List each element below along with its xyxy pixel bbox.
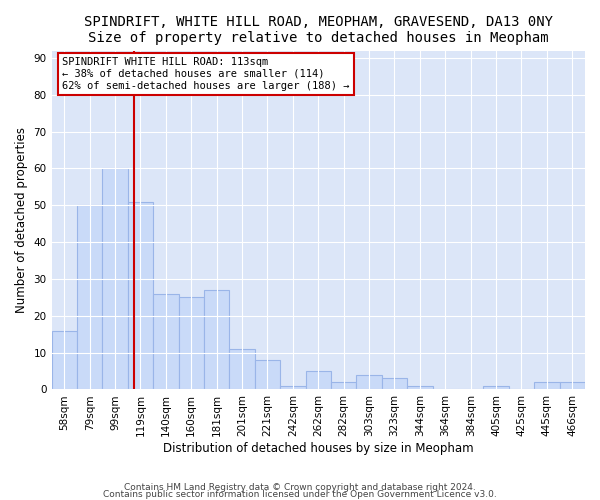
X-axis label: Distribution of detached houses by size in Meopham: Distribution of detached houses by size …	[163, 442, 473, 455]
Bar	[255, 360, 280, 390]
Title: SPINDRIFT, WHITE HILL ROAD, MEOPHAM, GRAVESEND, DA13 0NY
Size of property relati: SPINDRIFT, WHITE HILL ROAD, MEOPHAM, GRA…	[84, 15, 553, 45]
Bar	[77, 206, 103, 390]
Bar	[179, 298, 204, 390]
Bar	[382, 378, 407, 390]
Bar	[103, 168, 128, 390]
Bar	[128, 202, 153, 390]
Bar	[407, 386, 433, 390]
Bar	[153, 294, 179, 390]
Bar	[204, 290, 229, 390]
Bar	[280, 386, 305, 390]
Bar	[305, 371, 331, 390]
Bar	[52, 330, 77, 390]
Bar	[484, 386, 509, 390]
Y-axis label: Number of detached properties: Number of detached properties	[15, 127, 28, 313]
Bar	[534, 382, 560, 390]
Text: SPINDRIFT WHITE HILL ROAD: 113sqm
← 38% of detached houses are smaller (114)
62%: SPINDRIFT WHITE HILL ROAD: 113sqm ← 38% …	[62, 58, 350, 90]
Bar	[331, 382, 356, 390]
Bar	[560, 382, 585, 390]
Bar	[229, 349, 255, 390]
Text: Contains HM Land Registry data © Crown copyright and database right 2024.: Contains HM Land Registry data © Crown c…	[124, 484, 476, 492]
Bar	[356, 374, 382, 390]
Text: Contains public sector information licensed under the Open Government Licence v3: Contains public sector information licen…	[103, 490, 497, 499]
